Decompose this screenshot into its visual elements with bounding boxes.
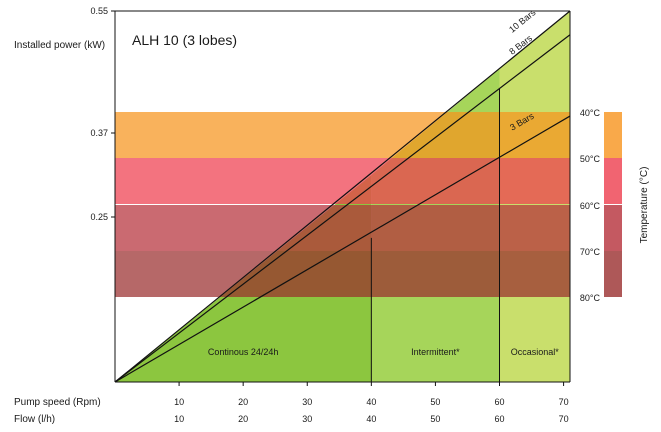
x-tick-label-row1-0: 10 bbox=[174, 414, 184, 424]
x-tick-label-row0-6: 70 bbox=[559, 397, 569, 407]
temperature-legend-swatch-0 bbox=[604, 112, 622, 158]
x-tick-label-row0-0: 10 bbox=[174, 397, 184, 407]
x-tick-label-row0-5: 60 bbox=[494, 397, 504, 407]
x-tick-label-row1-6: 70 bbox=[559, 414, 569, 424]
x-row-label-speed: Pump speed (Rpm) bbox=[14, 397, 101, 408]
temperature-legend: 40°C 50°C 60°C 70°C 80°C bbox=[580, 108, 622, 303]
series-line-0 bbox=[114, 10, 571, 383]
y-tick-label-2: 0.55 bbox=[90, 6, 108, 16]
temperature-tick-label-2: 60°C bbox=[580, 201, 601, 211]
temperature-band-2 bbox=[115, 205, 570, 251]
x-row-label-flow: Flow (l/h) bbox=[14, 414, 55, 425]
x-tick-label-row1-3: 40 bbox=[366, 414, 376, 424]
series-line-2 bbox=[114, 115, 571, 383]
temperature-band-0 bbox=[115, 112, 570, 158]
zone-label-0: Continous 24/24h bbox=[208, 347, 279, 357]
temperature-tick-label-0: 40°C bbox=[580, 108, 601, 118]
temperature-bands-layer bbox=[115, 112, 570, 297]
temperature-tick-label-4: 80°C bbox=[580, 293, 601, 303]
y-tick-label-0: 0.25 bbox=[90, 212, 108, 222]
series-lines-layer bbox=[111, 10, 571, 386]
zone-label-2: Occasional* bbox=[511, 347, 560, 357]
x-tick-label-row0-4: 50 bbox=[430, 397, 440, 407]
x-tick-label-row1-2: 30 bbox=[302, 414, 312, 424]
temperature-tick-label-3: 70°C bbox=[580, 247, 601, 257]
temperature-band-3 bbox=[115, 251, 570, 297]
temperature-legend-swatch-2 bbox=[604, 205, 622, 251]
temperature-legend-swatch-1 bbox=[604, 158, 622, 204]
y-axis-label: Installed power (kW) bbox=[14, 40, 105, 51]
temperature-legend-swatch-3 bbox=[604, 251, 622, 297]
x-tick-label-row1-4: 50 bbox=[430, 414, 440, 424]
series-line-1 bbox=[114, 34, 571, 383]
x-tick-label-row0-3: 40 bbox=[366, 397, 376, 407]
y-tick-label-1: 0.37 bbox=[90, 128, 108, 138]
zone-label-1: Intermittent* bbox=[411, 347, 460, 357]
temperature-tick-label-1: 50°C bbox=[580, 154, 601, 164]
x-tick-label-row0-1: 20 bbox=[238, 397, 248, 407]
chart-title: ALH 10 (3 lobes) bbox=[132, 32, 237, 48]
x-tick-label-row0-2: 30 bbox=[302, 397, 312, 407]
x-tick-label-row1-5: 60 bbox=[494, 414, 504, 424]
x-tick-label-row1-1: 20 bbox=[238, 414, 248, 424]
temperature-axis-label: Temperature (°C) bbox=[639, 167, 650, 244]
